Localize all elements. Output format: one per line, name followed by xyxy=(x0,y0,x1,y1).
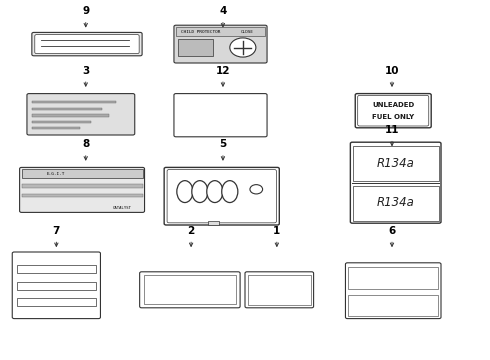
FancyBboxPatch shape xyxy=(32,32,142,56)
Bar xyxy=(32,114,109,117)
Text: 8: 8 xyxy=(82,139,89,149)
Bar xyxy=(348,267,438,289)
Text: 11: 11 xyxy=(385,125,399,135)
FancyBboxPatch shape xyxy=(358,95,429,126)
FancyBboxPatch shape xyxy=(174,94,267,137)
Bar xyxy=(353,186,439,221)
FancyBboxPatch shape xyxy=(174,25,267,63)
Ellipse shape xyxy=(222,181,238,203)
Text: 5: 5 xyxy=(220,139,226,149)
Bar xyxy=(32,108,102,111)
FancyBboxPatch shape xyxy=(355,94,431,128)
Text: CHILD PROTECTOR: CHILD PROTECTOR xyxy=(181,30,221,33)
Text: 7: 7 xyxy=(52,226,60,236)
Bar xyxy=(208,221,220,225)
Text: 4: 4 xyxy=(219,6,227,16)
Text: 3: 3 xyxy=(82,66,89,76)
FancyBboxPatch shape xyxy=(27,94,135,135)
Bar xyxy=(17,298,96,306)
Text: R134a: R134a xyxy=(377,157,415,170)
Text: 10: 10 xyxy=(385,66,399,76)
Bar xyxy=(176,27,265,36)
Text: 1: 1 xyxy=(273,226,280,236)
Text: FUEL ONLY: FUEL ONLY xyxy=(372,114,414,120)
FancyBboxPatch shape xyxy=(350,142,441,223)
Bar xyxy=(144,275,236,304)
Bar xyxy=(17,282,96,289)
Ellipse shape xyxy=(192,181,208,203)
Bar xyxy=(353,146,439,181)
FancyBboxPatch shape xyxy=(164,167,279,225)
FancyBboxPatch shape xyxy=(167,170,276,223)
Bar xyxy=(32,101,116,103)
Bar xyxy=(178,39,213,56)
Ellipse shape xyxy=(207,181,223,203)
FancyBboxPatch shape xyxy=(12,252,100,319)
Text: E.G.I.T: E.G.I.T xyxy=(47,172,66,176)
Text: 9: 9 xyxy=(82,6,89,16)
FancyBboxPatch shape xyxy=(140,272,240,308)
Ellipse shape xyxy=(177,181,193,203)
Text: 2: 2 xyxy=(188,226,195,236)
FancyBboxPatch shape xyxy=(345,263,441,319)
Bar xyxy=(248,275,311,305)
Bar xyxy=(17,265,96,273)
Bar xyxy=(348,294,438,316)
Circle shape xyxy=(250,185,263,194)
Text: CLOSE: CLOSE xyxy=(241,30,254,33)
Bar xyxy=(22,184,143,188)
Text: 6: 6 xyxy=(389,226,395,236)
Circle shape xyxy=(230,38,256,57)
Text: UNLEADED: UNLEADED xyxy=(372,102,415,108)
FancyBboxPatch shape xyxy=(20,167,145,212)
Bar xyxy=(32,121,91,123)
Bar xyxy=(22,194,143,197)
FancyBboxPatch shape xyxy=(245,272,314,308)
Bar xyxy=(22,169,143,178)
Bar xyxy=(32,127,80,129)
Text: CATALYST: CATALYST xyxy=(113,206,131,210)
FancyBboxPatch shape xyxy=(35,35,139,54)
Text: 12: 12 xyxy=(216,66,230,76)
Text: R134a: R134a xyxy=(377,195,415,209)
